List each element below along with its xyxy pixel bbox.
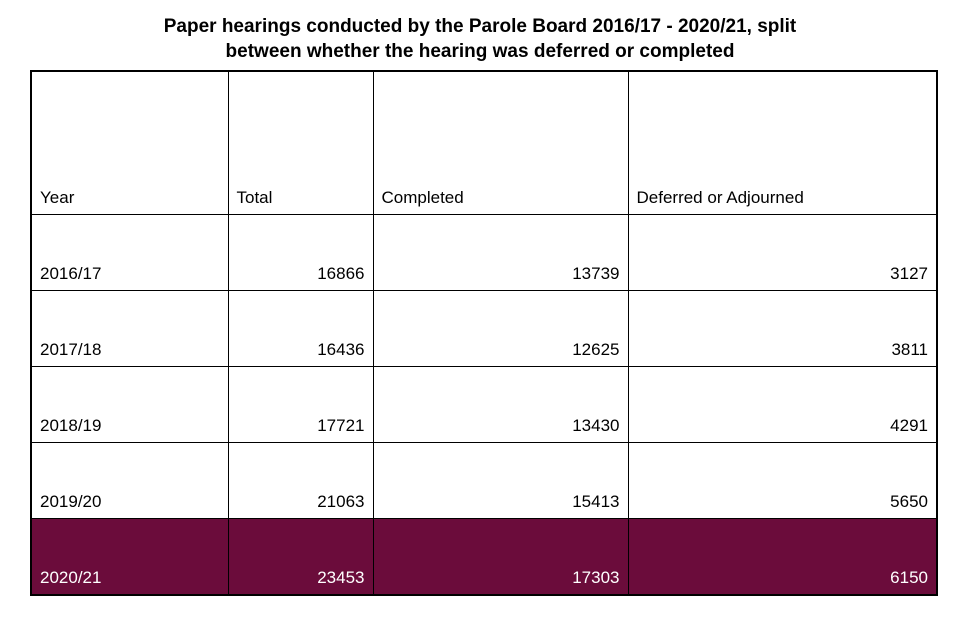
- table-row: 2019/20 21063 15413 5650: [30, 442, 938, 519]
- cell-completed: 12625: [372, 290, 629, 367]
- cell-total: 21063: [227, 442, 374, 519]
- cell-year: 2020/21: [30, 518, 229, 596]
- cell-deferred: 4291: [627, 366, 938, 443]
- table-row-highlighted: 2020/21 23453 17303 6150: [30, 518, 938, 596]
- cell-total: 23453: [227, 518, 374, 596]
- cell-year: 2018/19: [30, 366, 229, 443]
- page-title: Paper hearings conducted by the Parole B…: [0, 0, 960, 64]
- table-row: 2018/19 17721 13430 4291: [30, 366, 938, 443]
- table-row: 2016/17 16866 13739 3127: [30, 214, 938, 291]
- cell-deferred: 5650: [627, 442, 938, 519]
- title-line-2: between whether the hearing was deferred…: [225, 41, 735, 62]
- header-year: Year: [30, 70, 229, 215]
- cell-year: 2017/18: [30, 290, 229, 367]
- parole-hearings-table: Year Total Completed Deferred or Adjourn…: [30, 70, 938, 596]
- cell-deferred: 3127: [627, 214, 938, 291]
- header-deferred: Deferred or Adjourned: [627, 70, 938, 215]
- cell-year: 2019/20: [30, 442, 229, 519]
- table-header-row: Year Total Completed Deferred or Adjourn…: [30, 70, 938, 215]
- table-row: 2017/18 16436 12625 3811: [30, 290, 938, 367]
- cell-total: 16436: [227, 290, 374, 367]
- cell-deferred: 6150: [627, 518, 938, 596]
- cell-completed: 13739: [372, 214, 629, 291]
- cell-deferred: 3811: [627, 290, 938, 367]
- cell-year: 2016/17: [30, 214, 229, 291]
- cell-total: 16866: [227, 214, 374, 291]
- cell-completed: 17303: [372, 518, 629, 596]
- cell-total: 17721: [227, 366, 374, 443]
- cell-completed: 15413: [372, 442, 629, 519]
- cell-completed: 13430: [372, 366, 629, 443]
- header-completed: Completed: [372, 70, 629, 215]
- header-total: Total: [227, 70, 374, 215]
- title-line-1: Paper hearings conducted by the Parole B…: [163, 16, 797, 37]
